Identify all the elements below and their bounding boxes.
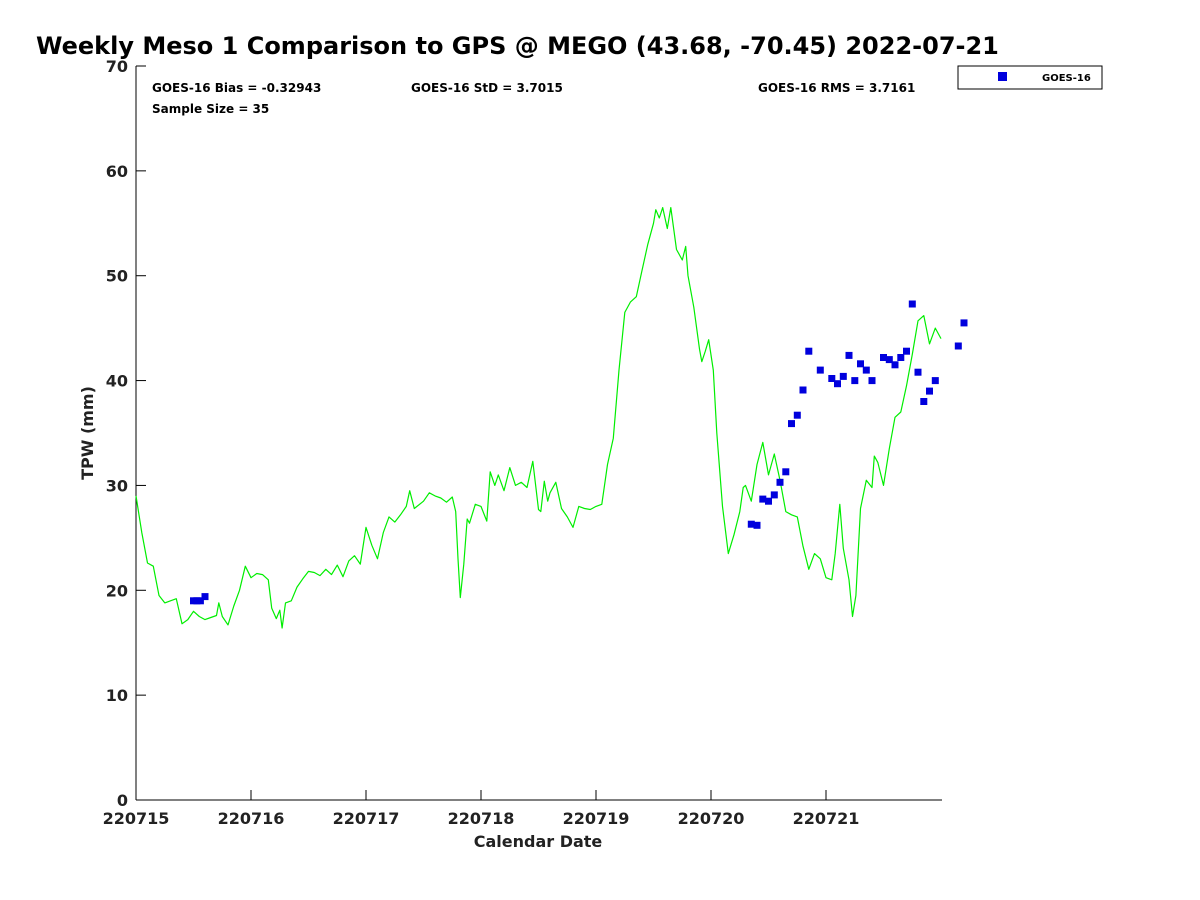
x-tick-label: 220719: [563, 809, 630, 828]
goes16-point: [920, 398, 928, 405]
goes16-point: [828, 375, 836, 382]
legend-marker-goes16: [998, 72, 1007, 81]
y-axis-label: TPW (mm): [78, 386, 97, 480]
y-tick-label: 30: [106, 476, 128, 495]
goes16-point: [931, 377, 939, 385]
goes16-point: [845, 351, 853, 359]
y-tick-label: 10: [106, 686, 128, 705]
goes16-point: [782, 468, 790, 476]
y-tick-label: 40: [106, 372, 128, 391]
y-tick-label: 60: [106, 162, 128, 181]
goes16-point: [954, 342, 962, 350]
x-tick-label: 220721: [793, 809, 860, 828]
stat-rms: GOES-16 RMS = 3.7161: [758, 81, 915, 95]
x-tick-label: 220716: [218, 809, 285, 828]
x-tick-label: 220720: [678, 809, 745, 828]
goes16-point: [770, 491, 778, 499]
legend-box: [957, 65, 1103, 90]
goes16-point: [759, 495, 767, 503]
y-tick-label: 70: [106, 57, 128, 76]
goes16-point: [747, 520, 755, 528]
goes16-point: [885, 356, 893, 364]
goes16-point: [816, 366, 824, 374]
goes16-point: [793, 411, 801, 419]
goes16-point: [834, 380, 841, 388]
goes16-point: [897, 354, 905, 361]
goes16-point: [880, 354, 887, 361]
stat-std: GOES-16 StD = 3.7015: [411, 81, 563, 95]
goes16-point: [903, 347, 910, 355]
stat-sample-size: Sample Size = 35: [152, 102, 269, 116]
legend: GOES-16: [957, 65, 1103, 90]
goes16-point: [196, 597, 204, 605]
goes16-point: [857, 360, 864, 368]
goes16-point: [908, 300, 916, 308]
goes16-point: [960, 319, 968, 327]
x-tick-label: 220718: [448, 809, 515, 828]
chart-title: Weekly Meso 1 Comparison to GPS @ MEGO (…: [36, 32, 999, 60]
x-axis-label: Calendar Date: [474, 832, 603, 851]
y-axis-ticks: 0 10 20 30 40 50 60 70: [106, 57, 146, 810]
y-tick-label: 50: [106, 267, 128, 286]
series-layer: [135, 207, 968, 629]
goes16-point: [799, 386, 807, 394]
x-tick-label: 220717: [333, 809, 400, 828]
stat-bias: GOES-16 Bias = -0.32943: [152, 81, 321, 95]
goes16-point: [914, 368, 922, 376]
y-tick-label: 20: [106, 581, 128, 600]
goes16-point: [201, 593, 209, 601]
goes16-point: [765, 497, 772, 505]
series-line-gps: [135, 207, 942, 629]
plot-area: [136, 66, 942, 800]
goes16-point: [868, 377, 876, 385]
goes16-point: [788, 420, 795, 428]
goes16-point: [805, 347, 813, 355]
legend-label-goes16: GOES-16: [1042, 73, 1091, 84]
goes16-point: [776, 478, 784, 486]
goes16-point: [926, 387, 933, 395]
goes16-point: [753, 521, 761, 529]
goes16-point: [851, 377, 859, 385]
goes16-point: [839, 372, 847, 380]
goes16-point: [862, 366, 870, 374]
x-axis-ticks: 220715 220716 220717 220718 220719 220720 2207…: [103, 790, 860, 828]
x-tick-label: 220715: [103, 809, 170, 828]
goes16-point: [891, 361, 899, 369]
y-tick-label: 0: [117, 791, 128, 810]
